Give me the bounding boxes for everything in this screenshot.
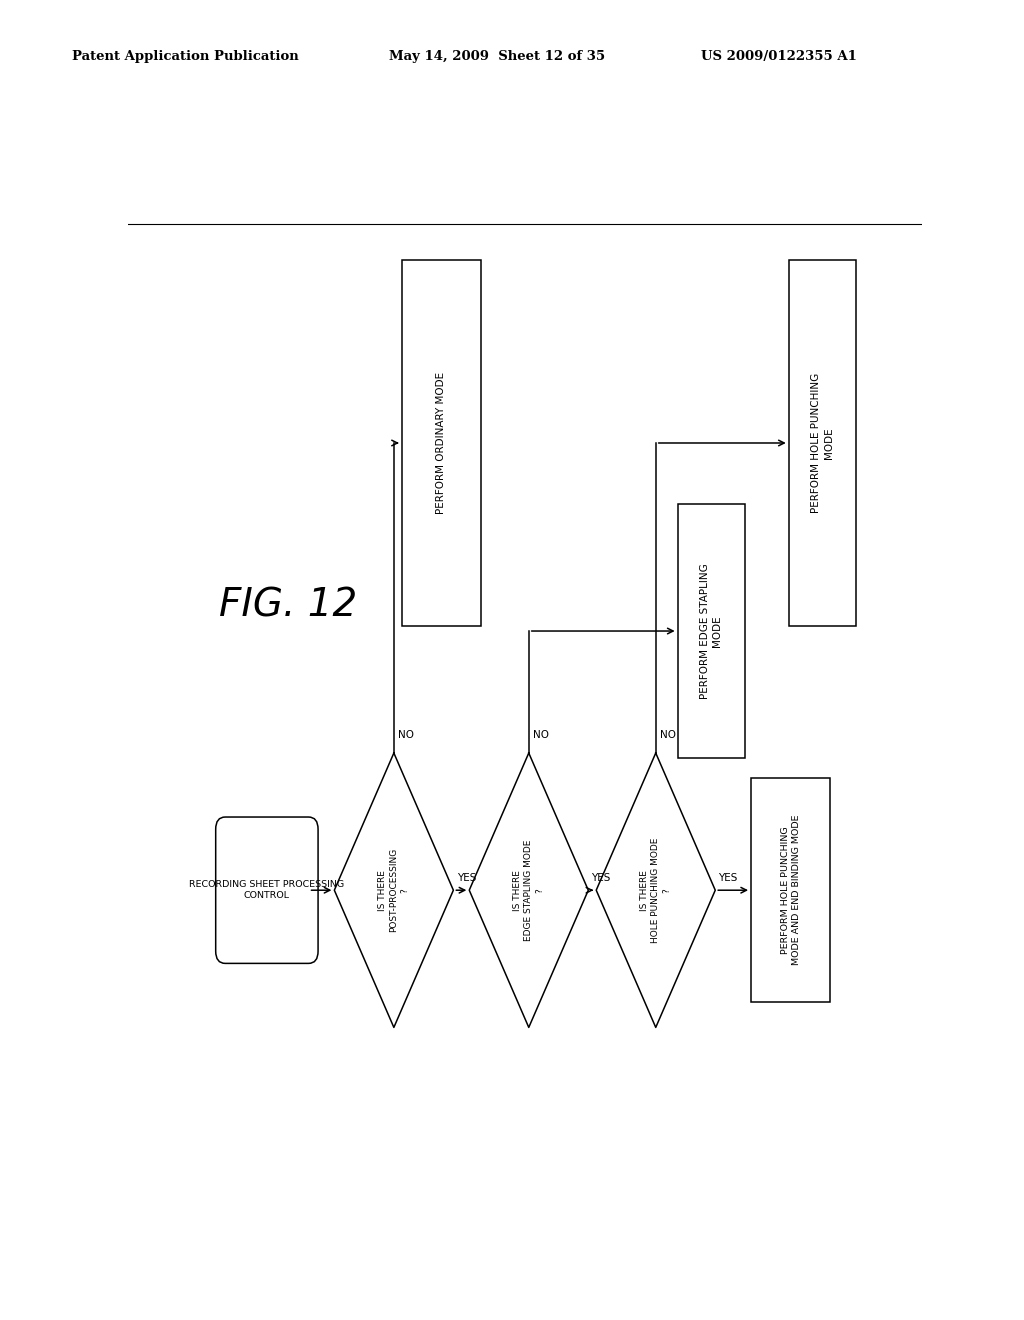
Text: FIG. 12: FIG. 12 — [219, 586, 357, 624]
FancyBboxPatch shape — [216, 817, 318, 964]
Text: NO: NO — [397, 730, 414, 739]
Text: PERFORM EDGE STAPLING
MODE: PERFORM EDGE STAPLING MODE — [700, 564, 723, 698]
Bar — [788, 260, 856, 626]
Text: YES: YES — [592, 873, 611, 883]
Text: NO: NO — [532, 730, 549, 739]
Text: PERFORM HOLE PUNCHING
MODE: PERFORM HOLE PUNCHING MODE — [811, 372, 834, 513]
Text: IS THERE
HOLE PUNCHING MODE
?: IS THERE HOLE PUNCHING MODE ? — [640, 837, 672, 942]
Text: IS THERE
EDGE STAPLING MODE
?: IS THERE EDGE STAPLING MODE ? — [513, 840, 545, 941]
Text: Patent Application Publication: Patent Application Publication — [72, 50, 298, 63]
Text: RECORDING SHEET PROCESSING
CONTROL: RECORDING SHEET PROCESSING CONTROL — [189, 880, 344, 900]
Text: YES: YES — [719, 873, 738, 883]
Text: US 2009/0122355 A1: US 2009/0122355 A1 — [701, 50, 857, 63]
Bar — [678, 504, 745, 758]
Text: PERFORM HOLE PUNCHING
MODE AND END BINDING MODE: PERFORM HOLE PUNCHING MODE AND END BINDI… — [780, 814, 801, 965]
Text: IS THERE
POST-PROCESSING
?: IS THERE POST-PROCESSING ? — [378, 847, 410, 932]
Text: May 14, 2009  Sheet 12 of 35: May 14, 2009 Sheet 12 of 35 — [389, 50, 605, 63]
Bar — [401, 260, 481, 626]
Text: NO: NO — [659, 730, 676, 739]
Bar — [751, 779, 830, 1002]
Text: YES: YES — [457, 873, 476, 883]
Text: PERFORM ORDINARY MODE: PERFORM ORDINARY MODE — [436, 372, 446, 513]
